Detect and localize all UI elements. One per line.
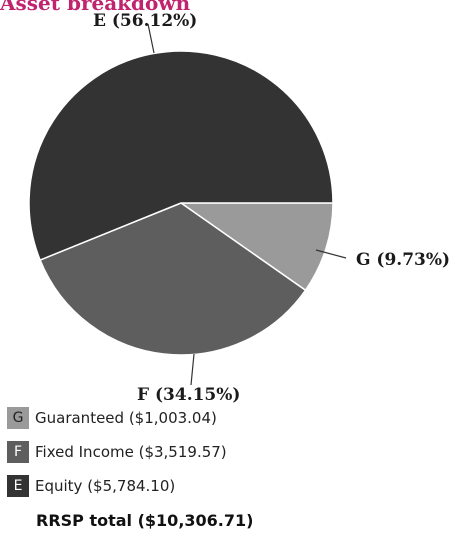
legend-label-guaranteed: Guaranteed ($1,003.04) [35, 409, 217, 427]
legend-item-equity: E Equity ($5,784.10) [7, 475, 227, 497]
slice-label-g: G (9.73%) [356, 250, 450, 270]
legend-swatch-g: G [7, 407, 29, 429]
legend-label-equity: Equity ($5,784.10) [35, 477, 176, 495]
legend-swatch-f: F [7, 441, 29, 463]
legend-item-guaranteed: G Guaranteed ($1,003.04) [7, 407, 227, 429]
legend-item-fixed-income: F Fixed Income ($3,519.57) [7, 441, 227, 463]
leader-line-g [315, 249, 347, 259]
rrsp-total: RRSP total ($10,306.71) [36, 511, 254, 530]
legend: G Guaranteed ($1,003.04) F Fixed Income … [7, 407, 227, 509]
slice-label-f: F (34.15%) [137, 385, 240, 405]
pie-slice-g [178, 202, 334, 292]
legend-swatch-e: E [7, 475, 29, 497]
leader-line-e [147, 23, 155, 54]
legend-label-fixed-income: Fixed Income ($3,519.57) [35, 443, 227, 461]
slice-label-e: E (56.12%) [93, 11, 197, 31]
pie-slice-f [39, 202, 307, 356]
leader-line-f [190, 353, 195, 386]
pie-slice-e [28, 50, 334, 261]
pie-chart: G (9.73%) F (34.15%) E (56.12%) [28, 11, 450, 405]
chart-title: Asset breakdown [0, 0, 191, 15]
